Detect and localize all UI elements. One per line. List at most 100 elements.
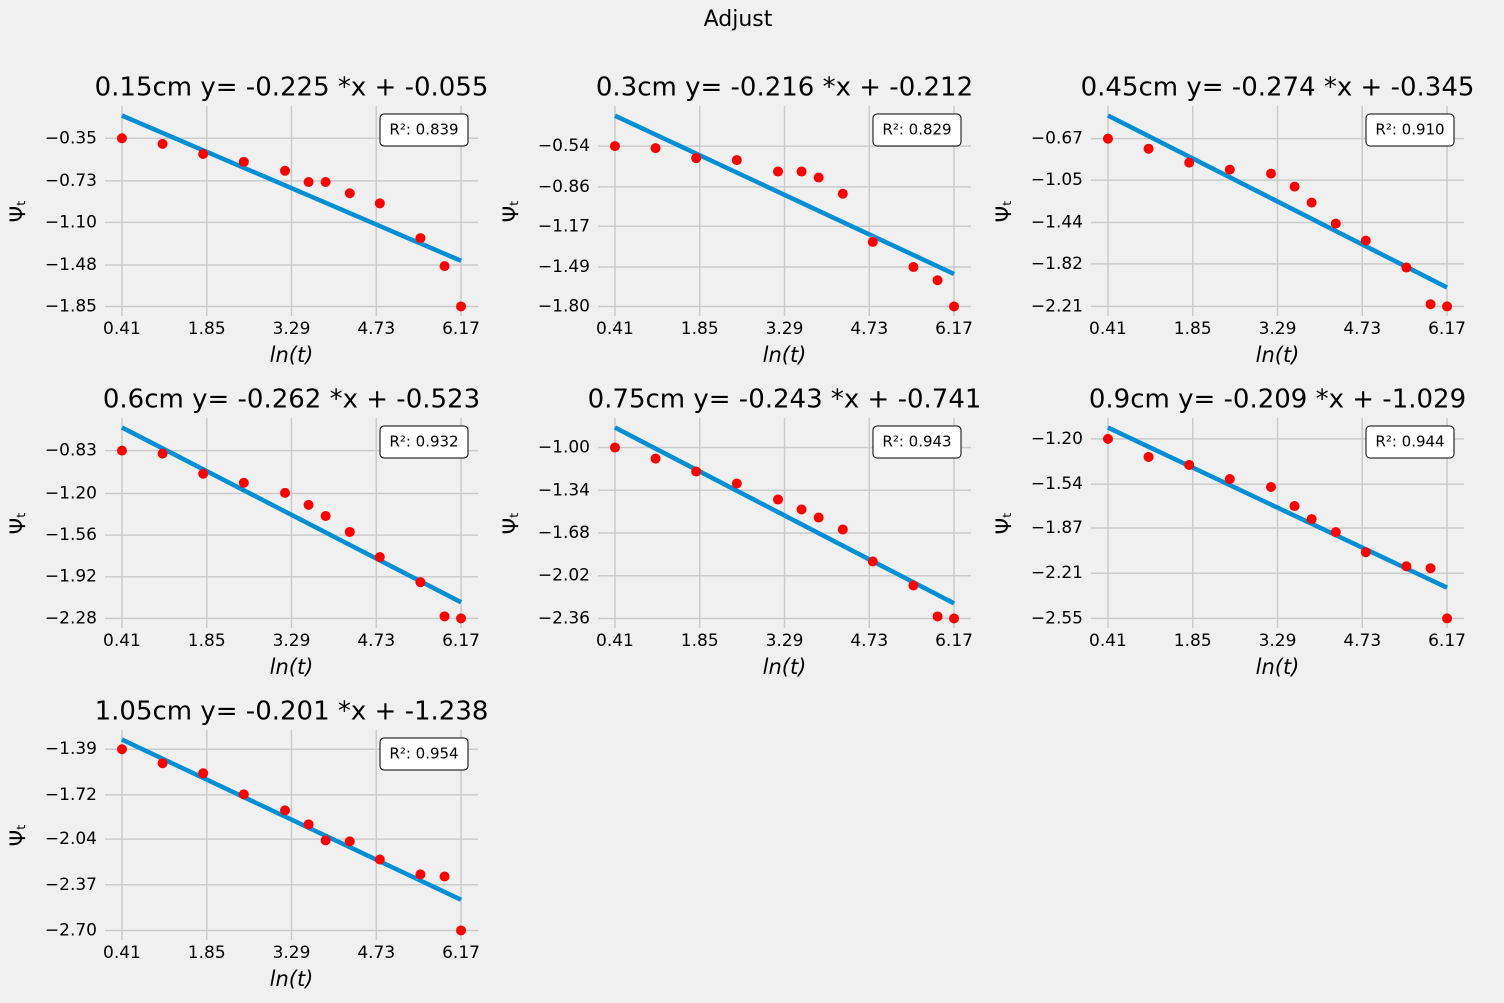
y-tick-label: −0.86 — [538, 177, 590, 197]
y-axis-label: Ψₜ — [499, 200, 523, 223]
data-point — [1184, 157, 1195, 168]
y-axis-label: Ψₜ — [6, 824, 30, 847]
y-axis-label: Ψₜ — [6, 512, 30, 535]
data-point — [238, 156, 249, 167]
data-point — [1102, 433, 1113, 444]
y-tick-label: −2.28 — [45, 608, 97, 628]
data-point — [1425, 563, 1436, 574]
data-point — [908, 580, 919, 591]
y-axis-label: Ψₜ — [992, 200, 1016, 223]
data-point — [1306, 197, 1317, 208]
annotation: R²: 0.944 — [1375, 433, 1444, 451]
y-tick-label: −1.20 — [1031, 429, 1083, 449]
fit-line — [1106, 425, 1449, 590]
x-tick-label: 4.73 — [1343, 631, 1381, 651]
x-tick-label: 1.85 — [681, 319, 719, 339]
data-point — [949, 613, 960, 624]
data-point — [1102, 133, 1113, 144]
y-tick-label: −2.04 — [45, 829, 97, 849]
y-tick-label: −2.21 — [1031, 296, 1083, 316]
data-point — [691, 153, 702, 164]
data-point — [650, 453, 661, 464]
y-axis-label: Ψₜ — [992, 512, 1016, 535]
chart-title: 0.15cm y= -0.225 *x + -0.055 — [95, 73, 489, 103]
data-point — [1289, 181, 1300, 192]
y-tick-label: −2.37 — [45, 875, 97, 895]
x-tick-label: 3.29 — [1259, 319, 1297, 339]
x-tick-label: 4.73 — [357, 319, 395, 339]
x-tick-label: 4.73 — [1343, 319, 1381, 339]
x-tick-label: 6.17 — [935, 631, 973, 651]
data-point — [908, 262, 919, 272]
data-point — [374, 854, 385, 865]
fit-line — [613, 425, 956, 606]
data-point — [198, 768, 209, 779]
y-tick-label: −2.70 — [45, 920, 97, 940]
data-point — [415, 577, 426, 588]
data-point — [374, 198, 385, 209]
x-axis-label: ln(t) — [1256, 655, 1300, 679]
y-tick-label: −1.54 — [1031, 474, 1083, 494]
data-point — [1360, 547, 1371, 558]
x-tick-label: 4.73 — [850, 631, 888, 651]
x-tick-label: 4.73 — [357, 631, 395, 651]
y-tick-label: −2.55 — [1031, 608, 1083, 628]
data-point — [157, 758, 168, 769]
x-tick-label: 3.29 — [273, 631, 311, 651]
data-point — [867, 236, 878, 247]
data-point — [157, 138, 168, 149]
y-tick-label: −1.68 — [538, 523, 590, 543]
x-axis-label: ln(t) — [763, 343, 807, 367]
data-point — [344, 836, 355, 847]
data-point — [1289, 501, 1300, 512]
y-tick-label: −0.35 — [45, 128, 97, 148]
data-point — [837, 188, 848, 199]
data-point — [650, 143, 661, 154]
data-point — [1306, 514, 1317, 525]
data-point — [731, 155, 742, 166]
data-point — [773, 494, 784, 505]
data-point — [1442, 613, 1453, 624]
data-point — [609, 141, 620, 152]
x-tick-label: 6.17 — [935, 319, 973, 339]
y-tick-label: −1.17 — [538, 216, 590, 236]
data-point — [796, 504, 807, 515]
x-tick-label: 1.85 — [681, 631, 719, 651]
data-point — [280, 487, 291, 498]
x-tick-label: 0.41 — [1089, 631, 1127, 651]
data-point — [280, 805, 291, 816]
chart-title: 1.05cm y= -0.201 *x + -1.238 — [95, 697, 489, 727]
data-point — [198, 468, 209, 479]
data-point — [116, 744, 127, 755]
y-axis-label: Ψₜ — [499, 512, 523, 535]
y-tick-label: −1.10 — [45, 212, 97, 232]
data-point — [116, 445, 127, 456]
data-point — [1143, 451, 1154, 462]
data-point — [949, 301, 960, 312]
data-point — [198, 148, 209, 159]
x-tick-label: 0.41 — [596, 631, 634, 651]
y-tick-label: −2.36 — [538, 608, 590, 628]
data-point — [456, 301, 467, 312]
data-point — [238, 789, 249, 800]
data-point — [415, 233, 426, 244]
x-axis-label: ln(t) — [270, 967, 314, 991]
x-tick-label: 6.17 — [1428, 631, 1466, 651]
x-tick-label: 6.17 — [442, 943, 480, 963]
annotation: R²: 0.954 — [389, 745, 458, 763]
x-tick-label: 0.41 — [103, 631, 141, 651]
data-point — [280, 165, 291, 176]
annotation-box — [1365, 425, 1455, 459]
y-tick-label: −1.20 — [45, 483, 97, 503]
y-tick-label: −1.39 — [45, 739, 97, 759]
data-point — [1330, 218, 1341, 229]
data-point — [867, 556, 878, 567]
fit-line — [120, 737, 463, 902]
x-tick-label: 3.29 — [273, 943, 311, 963]
data-point — [303, 177, 314, 188]
x-tick-label: 4.73 — [850, 319, 888, 339]
x-tick-label: 3.29 — [766, 631, 804, 651]
y-tick-label: −2.21 — [1031, 563, 1083, 583]
